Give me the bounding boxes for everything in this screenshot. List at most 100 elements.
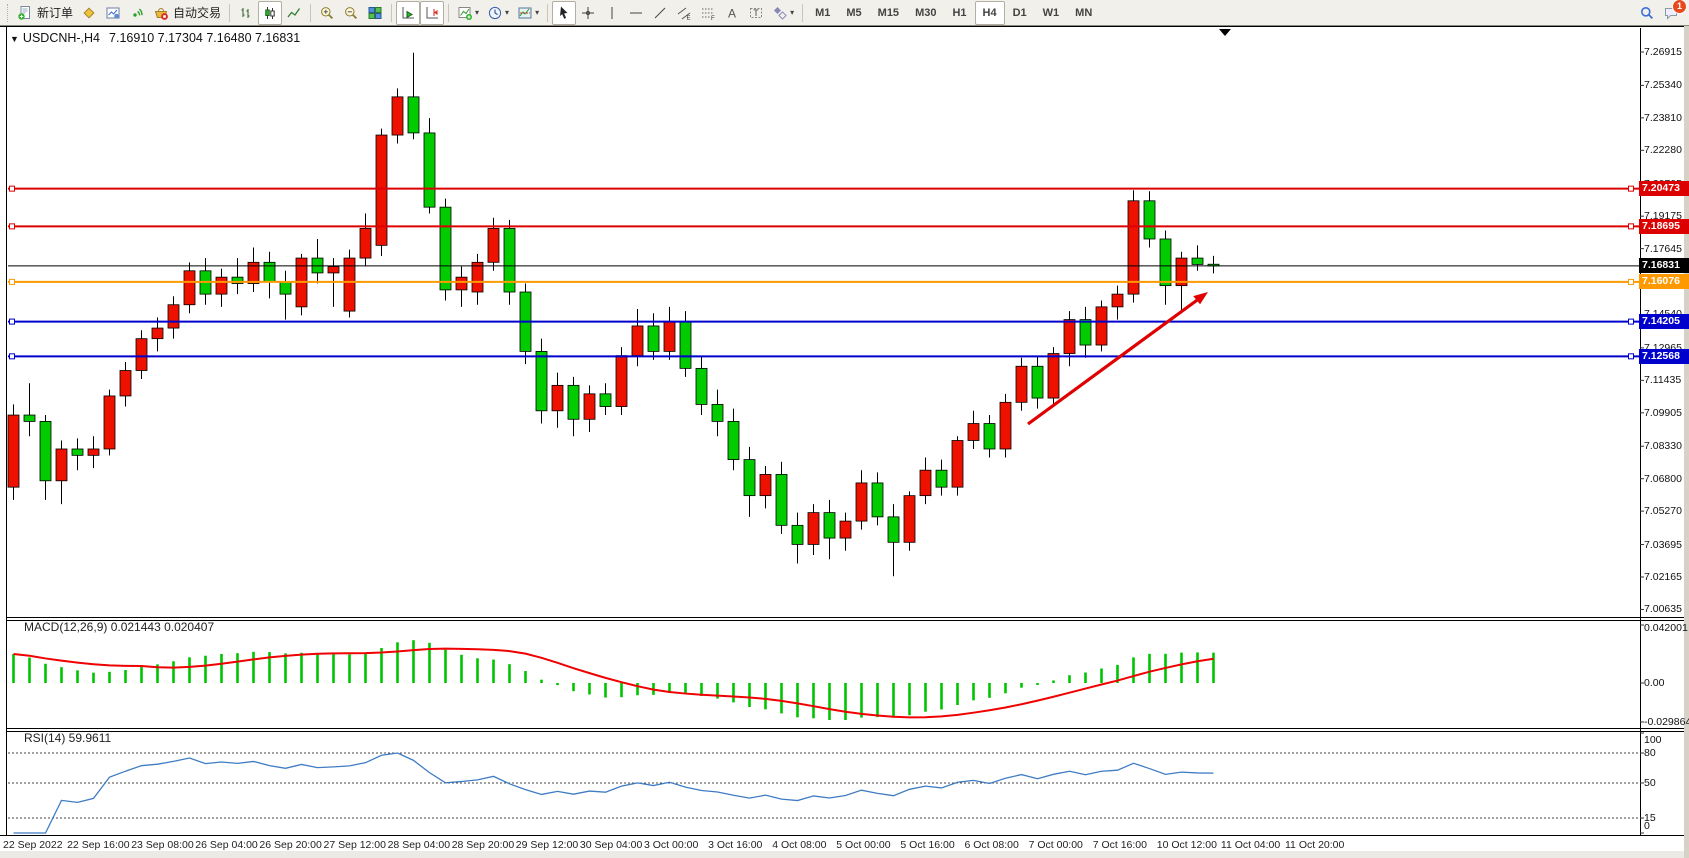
chart-window-icon [105, 5, 121, 21]
chevron-down-icon[interactable]: ▾ [535, 8, 540, 17]
candle [439, 198, 452, 301]
profile-icon [81, 5, 97, 21]
line-handle[interactable] [9, 223, 15, 230]
bar-chart-button[interactable] [234, 1, 258, 25]
signal-icon [129, 5, 145, 21]
time-axis-label: 10 Oct 12:00 [1156, 839, 1217, 851]
tf-d1[interactable]: D1 [1005, 1, 1035, 25]
macd-histogram-bar [220, 653, 223, 683]
macd-axis-label: 0.00 [1644, 677, 1665, 689]
tf-m15[interactable]: M15 [870, 1, 907, 25]
line-handle[interactable] [9, 278, 15, 285]
trend-arrow[interactable] [1027, 292, 1208, 426]
candlestick-button[interactable] [258, 0, 283, 25]
candle [711, 389, 724, 437]
time-axis-label: 23 Sep 08:00 [131, 839, 194, 851]
line-handle[interactable] [1628, 353, 1634, 360]
cursor-button[interactable] [552, 0, 577, 25]
search-icon [1639, 5, 1655, 21]
line-handle[interactable] [1628, 278, 1634, 285]
toolbar-separator [448, 3, 450, 22]
candle [39, 415, 52, 500]
macd-histogram-bar [892, 683, 895, 718]
line-handle[interactable] [1628, 223, 1634, 230]
channel-button[interactable]: E [672, 1, 696, 25]
chart-shift-icon [424, 5, 440, 21]
tf-h4-label: H4 [982, 6, 997, 19]
macd-histogram-bar [540, 679, 543, 683]
signals-button[interactable] [125, 1, 149, 25]
candle [55, 440, 68, 505]
symbol-dropdown-caret[interactable]: ▼ [10, 34, 19, 44]
chevron-down-icon[interactable]: ▾ [505, 8, 510, 17]
macd-histogram-bar [188, 657, 191, 683]
candle [807, 504, 820, 556]
search-button[interactable] [1635, 1, 1659, 25]
candle [583, 385, 596, 433]
line-handle[interactable] [1628, 318, 1634, 325]
time-axis-label: 22 Sep 16:00 [67, 839, 130, 851]
tile-windows-button[interactable] [363, 1, 387, 25]
candle [695, 355, 708, 416]
zoom-out-button[interactable] [339, 1, 363, 25]
trendline-button[interactable] [648, 1, 672, 25]
zoom-in-button[interactable] [315, 1, 339, 25]
line-handle[interactable] [9, 185, 15, 192]
chevron-down-icon[interactable]: ▾ [790, 8, 795, 17]
line-handle[interactable] [9, 353, 15, 360]
profiles-button[interactable] [77, 1, 101, 25]
candle [231, 258, 244, 295]
auto-scroll-button[interactable] [396, 0, 421, 25]
tf-h4[interactable]: H4 [974, 0, 1005, 25]
shapes-button[interactable]: ▾ [768, 1, 798, 25]
crosshair-button[interactable] [576, 1, 600, 25]
periods-button[interactable]: ▾ [483, 1, 513, 25]
fibonacci-button[interactable]: F [696, 1, 720, 25]
macd-histogram-bar [844, 683, 847, 720]
window-bottom-edge [0, 851, 1689, 858]
templates-button[interactable]: ▾ [513, 1, 543, 25]
toolbar-separator [229, 3, 231, 22]
line-chart-button[interactable] [282, 1, 306, 25]
chart-window-button[interactable] [101, 1, 125, 25]
tf-h1[interactable]: H1 [944, 1, 974, 25]
tf-w1[interactable]: W1 [1035, 1, 1068, 25]
chart-shift-marker[interactable] [1219, 29, 1231, 36]
tf-m1[interactable]: M1 [807, 1, 838, 25]
text-button[interactable]: A [720, 1, 744, 25]
macd-histogram-bar [924, 683, 927, 712]
time-axis-label: 7 Oct 00:00 [1028, 839, 1083, 851]
candle [375, 128, 388, 256]
chart-shift-button[interactable] [420, 0, 445, 25]
text-label-button[interactable]: T [744, 1, 768, 25]
chevron-down-icon[interactable]: ▾ [475, 8, 480, 17]
line-handle[interactable] [9, 318, 15, 325]
macd-histogram-bar [1068, 675, 1071, 683]
candle [759, 465, 772, 509]
svg-text:T: T [753, 8, 759, 18]
notifications-button[interactable]: 1 [1659, 0, 1687, 25]
indicators-button[interactable]: ▾ [453, 1, 483, 25]
candle [407, 52, 420, 140]
macd-histogram-bar [204, 655, 207, 683]
autotrading-button[interactable]: 自动交易 [149, 1, 225, 25]
candle [71, 438, 84, 471]
horizontal-line-button[interactable] [624, 1, 648, 25]
macd-histogram-bar [1004, 683, 1007, 694]
macd-histogram-bar [412, 640, 415, 683]
rsi-line [13, 752, 1214, 834]
candle [151, 317, 164, 352]
tf-m5[interactable]: M5 [838, 1, 869, 25]
tf-mn[interactable]: MN [1067, 1, 1100, 25]
tf-m30[interactable]: M30 [907, 1, 944, 25]
new-order-button[interactable]: 新订单 [13, 1, 77, 25]
candle [1191, 245, 1204, 271]
vertical-line-button[interactable] [600, 1, 624, 25]
svg-text:A: A [728, 6, 736, 20]
macd-histogram-bar [364, 653, 367, 683]
candle [455, 266, 468, 307]
time-axis-label: 30 Sep 04:00 [579, 839, 643, 851]
candle [871, 472, 884, 526]
line-handle[interactable] [1628, 185, 1634, 192]
